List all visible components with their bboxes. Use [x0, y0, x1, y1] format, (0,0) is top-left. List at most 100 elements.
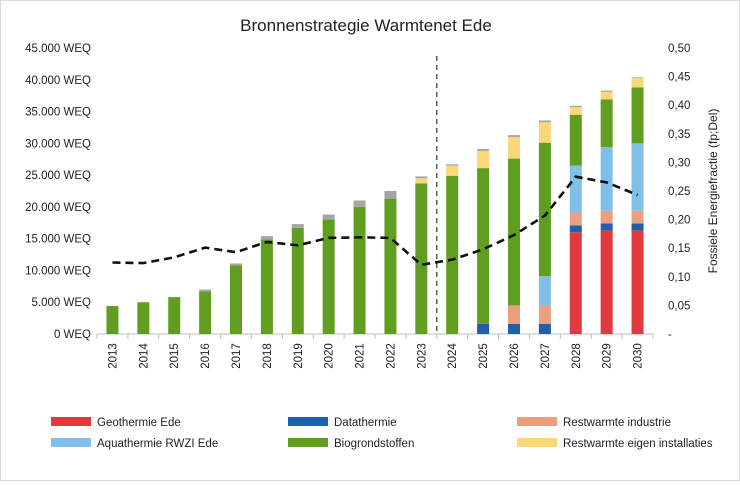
legend-swatch: [51, 417, 91, 426]
bar-segment: [508, 305, 520, 323]
bar-segment: [601, 230, 613, 334]
bar-segment: [508, 135, 520, 137]
bar-segment: [384, 191, 396, 199]
bar-segment: [415, 178, 427, 183]
chart-title: Bronnenstrategie Warmtenet Ede: [240, 16, 492, 35]
bar-segment: [570, 115, 582, 166]
bar-segment: [570, 225, 582, 232]
y-tick-label: 35.000 WEQ: [25, 107, 91, 119]
bar-segment: [477, 151, 489, 168]
y2-tick-label: 0,05: [668, 300, 690, 312]
x-tick-label: 2019: [293, 343, 305, 369]
bar-segment: [539, 120, 551, 122]
bar-segment: [230, 263, 242, 265]
x-tick-label: 2030: [633, 343, 645, 369]
bar-segment: [632, 143, 644, 210]
legend-swatch: [288, 438, 328, 447]
fossil-fraction-polyline: [112, 177, 637, 265]
bar-segment: [508, 159, 520, 306]
bar-segment: [539, 324, 551, 334]
bar-segment: [415, 176, 427, 178]
bar-segment: [570, 232, 582, 334]
x-tick-label: 2015: [169, 343, 181, 369]
x-tick-label: 2029: [602, 343, 614, 369]
x-tick-label: 2021: [355, 343, 367, 369]
legend-label: Restwarmte eigen installaties: [563, 438, 713, 450]
legend-label: Aquathermie RWZI Ede: [97, 438, 218, 450]
bar-segment: [292, 224, 304, 228]
bar-segment: [230, 265, 242, 334]
bar-segment: [570, 107, 582, 115]
bar-segment: [477, 324, 489, 334]
y2-tick-label: 0,30: [668, 157, 690, 169]
y-tick-label: 15.000 WEQ: [25, 234, 91, 246]
bar-segment: [415, 183, 427, 334]
bar-segment: [570, 166, 582, 213]
bar-segment: [354, 201, 366, 207]
bar-segment: [446, 166, 458, 176]
x-tick-label: 2023: [416, 343, 428, 369]
y2-tick-label: -: [668, 329, 672, 341]
bar-segment: [632, 230, 644, 334]
bar-segment: [632, 78, 644, 88]
legend: Geothermie Ede Datathermie Restwarmte indu…: [51, 417, 713, 450]
bar-segment: [261, 239, 273, 334]
bar-segment: [601, 211, 613, 224]
legend-label: Restwarmte industrie: [563, 417, 671, 429]
y-tick-label: 30.000 WEQ: [25, 138, 91, 150]
bar-segment: [106, 306, 118, 334]
legend-swatch: [517, 417, 557, 426]
x-tick-label: 2016: [200, 343, 212, 369]
x-tick-label: 2014: [138, 343, 150, 369]
bar-segment: [477, 149, 489, 151]
y-tick-label: 45.000 WEQ: [25, 43, 91, 55]
bar-segment: [570, 106, 582, 107]
bar-segment: [446, 164, 458, 165]
bar-segment: [508, 137, 520, 159]
y2-tick-label: 0,25: [668, 186, 690, 198]
legend-swatch: [51, 438, 91, 447]
legend-swatch: [288, 417, 328, 426]
x-tick-label: 2022: [385, 343, 397, 369]
x-tick-label: 2025: [478, 343, 490, 369]
y2-tick-label: 0,40: [668, 100, 690, 112]
x-tick-label: 2020: [324, 343, 336, 369]
y2-tick-label: 0,15: [668, 243, 690, 255]
bar-segment: [199, 291, 211, 334]
y-tick-label: 5.000 WEQ: [32, 297, 91, 309]
bar-segment: [539, 276, 551, 305]
bar-segment: [323, 215, 335, 220]
bar-segment: [632, 87, 644, 143]
legend-label: Datathermie: [334, 417, 397, 429]
secondary-y-axis-label: Fossiele Energiefractie (fp;Del): [706, 109, 720, 274]
y-tick-label: 40.000 WEQ: [25, 75, 91, 87]
bar-segment: [539, 122, 551, 142]
bar-segment: [199, 290, 211, 292]
bar-segment: [632, 223, 644, 230]
y-tick-label: 10.000 WEQ: [25, 265, 91, 277]
bar-segment: [384, 199, 396, 334]
bar-segment: [354, 207, 366, 334]
legend-swatch: [517, 438, 557, 447]
bar-segment: [570, 213, 582, 226]
bar-segment: [601, 92, 613, 100]
bar-segment: [601, 91, 613, 92]
bar-segment: [508, 324, 520, 334]
bar-segment: [168, 297, 180, 334]
x-tick-label: 2028: [571, 343, 583, 369]
bar-segment: [137, 302, 149, 334]
fossil-fraction-line: [112, 177, 637, 265]
y2-tick-label: 0,20: [668, 215, 690, 227]
bar-segment: [539, 143, 551, 276]
bars: [106, 77, 643, 334]
y2-tick-label: 0,35: [668, 129, 690, 141]
y2-tick-label: 0,10: [668, 272, 690, 284]
legend-label: Geothermie Ede: [97, 417, 181, 429]
bar-segment: [632, 77, 644, 78]
x-tick-label: 2017: [231, 343, 243, 369]
bar-segment: [601, 99, 613, 147]
y-tick-label: 25.000 WEQ: [25, 170, 91, 182]
legend-label: Biogrondstoffen: [334, 438, 414, 450]
